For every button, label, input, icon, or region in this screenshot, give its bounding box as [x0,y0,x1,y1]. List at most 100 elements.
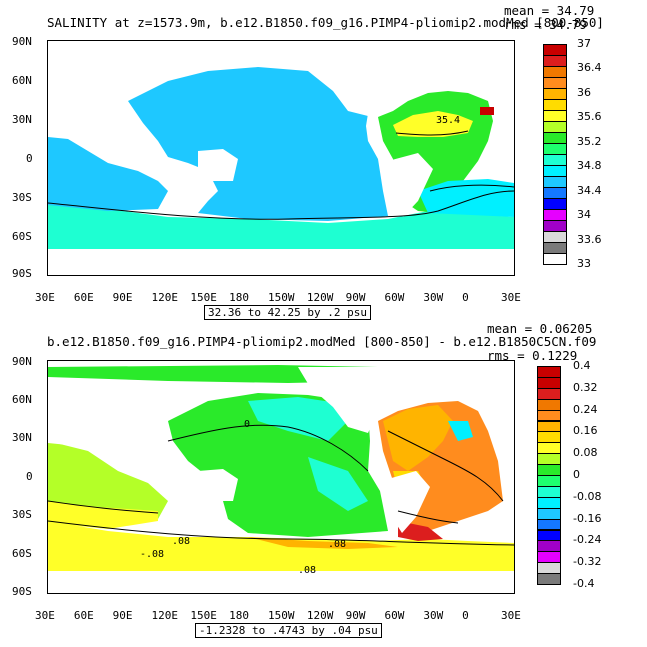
p1-lat-30n: 30N [12,113,32,126]
panel1-colorbar-label: 33.6 [577,232,602,246]
p2-lon-12: 30E [501,609,521,622]
p1-pacific-ocean [128,67,388,221]
panel2-colorbar-label: 0.32 [573,380,598,394]
p2-north-america [298,367,383,433]
p1-lon-8: 90W [345,291,366,304]
p1-lon-3: 120E [151,291,179,304]
p2-lon-4: 150E [190,609,217,622]
p1-arctic [48,41,514,55]
p1-lon-1: 60E [73,291,94,304]
panel1-colorbar-label: 35.6 [577,110,602,124]
panel2-rms: rms = 0.1229 [487,348,578,363]
panel1-mean: mean = 34.79 [504,3,595,18]
p2-atlantic-light [383,405,453,471]
p1-australia [198,149,238,181]
p2-lat-90s: 90S [12,585,32,598]
p2-contour-5 [397,510,459,524]
p2-lat-60s: 60S [12,547,32,560]
panel2-colorbar-label: -0.08 [573,489,602,503]
p2-indian-yellow [48,501,158,529]
panel1-colorbar-label: 37 [577,37,591,50]
p2-contour-2 [48,500,159,514]
panel2-colorbar-label: -0.4 [573,577,595,590]
p1-indian-ocean [48,137,168,211]
p1-lat-60s: 60S [12,230,32,243]
panel2-colorbar-label: 0.08 [573,446,598,460]
p2-greenland [478,371,514,401]
p2-contour-label-1: -.08 [140,549,164,560]
p2-contour-3 [48,520,514,546]
panel2-colorbar-label: 0.4 [573,359,591,372]
p2-africa [48,391,138,447]
panel1-colorbar-color-box [543,253,567,265]
p1-lon-6: 150W [268,291,295,304]
p1-contour-2 [395,130,469,136]
panel1-colorbar-label: 36.4 [577,61,602,75]
p1-lat-60n: 60N [12,74,32,87]
panel2-colorbar-label: 0.24 [573,402,598,416]
p1-lat-0: 0 [26,152,33,165]
p2-contour-label-4: .08 [298,565,316,576]
p2-lon-2: 90E [112,609,133,622]
p1-contour-3 [429,184,514,192]
p1-contour-label: 35.4 [436,115,460,126]
p2-atlantic-red [398,521,443,541]
p2-labrador [448,421,473,441]
panel2-colorbar: 0.4 0.32 0.24 0.16 0.08 0 -0.08 -0.16 -0.24 -0.32… [537,360,617,590]
p1-lon-0: 30E [35,291,55,304]
panel2-colorbar-label: -0.24 [573,533,602,547]
p1-lon-4: 150E [190,291,217,304]
panel2-colorbar-label: -0.32 [573,555,602,569]
p1-atlantic-high [393,111,473,137]
panel1-colorbar-label: 34.4 [577,183,602,197]
p1-contour-1 [48,190,514,220]
panel2-mean: mean = 0.06205 [487,321,593,336]
panel2-map: 0 -.08 .08 .08 .08 [47,360,515,594]
p1-lon-10: 30W [423,291,444,304]
p1-lon-7: 120W [306,291,334,304]
p1-lon-12: 30E [501,291,521,304]
p2-lon-5: 180 [229,609,250,622]
p1-lat-90n: 90N [12,35,32,48]
p2-lon-8: 90W [345,609,366,622]
panel1-colorbar-label: 34.8 [577,159,602,173]
p2-lat-30n: 30N [12,431,32,444]
panel1-colorbar-label: 33 [577,257,591,270]
panel1-range-box: 32.36 to 42.25 by .2 psu [204,305,371,320]
p2-australia [198,469,238,501]
p1-mediterranean [480,107,494,115]
p2-lon-6: 150W [268,609,295,622]
p1-lon-9: 60W [384,291,405,304]
panel1-title: SALINITY at z=1573.9m, b.e12.B1850.f09_g… [47,15,604,30]
p1-antarctica [48,249,514,275]
p1-lon-2: 90E [112,291,133,304]
p2-lon-11: 0 [462,609,469,622]
p2-lat-60n: 60N [12,393,32,406]
panel1-colorbar-label: 34 [577,208,591,222]
p1-south-america [388,153,433,217]
p2-lon-7: 120W [306,609,334,622]
p1-lat-90s: 90S [12,267,32,280]
p2-lon-3: 120E [151,609,179,622]
panel1-rms: rms = 34.79 [504,17,587,32]
p2-lat-0: 0 [26,470,33,483]
p2-lon-9: 60W [384,609,405,622]
p1-north-america [298,41,383,116]
panel2-colorbar-label: 0.16 [573,424,598,438]
panel2-map-svg: 0 -.08 .08 .08 .08 [48,361,514,593]
p2-arctic [48,365,378,383]
p2-lat-90n: 90N [12,355,32,368]
panel1-colorbar: 37 36.4 36 35.6 35.2 34.8 34.4 34 33.6 33 [543,38,613,270]
p2-pacific-cyan [248,397,348,441]
p2-contour-label-2: .08 [172,536,190,547]
panel2-colorbar-color-box [537,573,561,585]
panel2-colorbar-label: -0.16 [573,511,602,525]
p2-contour-4 [387,430,504,502]
p2-contour-label-3: .08 [328,539,346,550]
p2-southern-yellow [48,521,514,571]
panel2-colorbar-label: 0 [573,468,580,481]
p2-contour-1 [167,424,369,472]
p1-southern-ocean [48,203,514,249]
p2-south-america [388,471,430,533]
p1-lat-30s: 30S [12,191,32,204]
